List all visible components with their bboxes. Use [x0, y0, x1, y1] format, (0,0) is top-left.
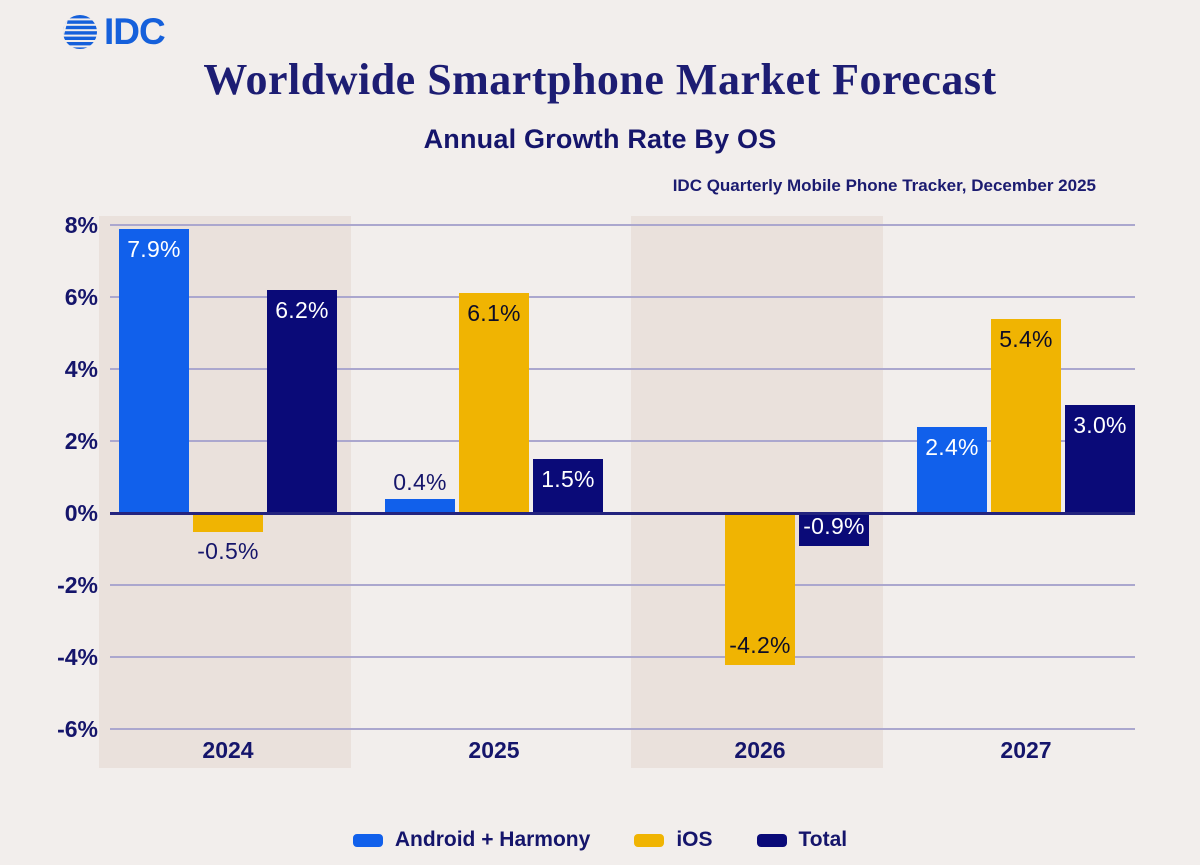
bar-ios-2024: [193, 514, 263, 532]
x-axis-label-2024: 2024: [202, 737, 254, 763]
bar-value-label: -4.2%: [729, 632, 791, 659]
bar-value-label: -0.5%: [197, 538, 259, 564]
bar-value-label: 6.2%: [275, 296, 329, 323]
bar-total-2024: [267, 289, 337, 513]
bar-value-label: 7.9%: [127, 235, 181, 262]
zero-line: [110, 512, 1135, 515]
bar-value-label: 2.4%: [925, 433, 979, 460]
bar-ios-2026: [725, 514, 795, 666]
legend: Android + Harmony iOS Total: [0, 828, 1200, 852]
bar-value-label: 3.0%: [1073, 412, 1127, 438]
legend-swatch: [756, 833, 787, 847]
logo-text: IDC: [104, 11, 166, 52]
bar-total-2027: [1065, 405, 1135, 513]
category-band: [631, 216, 883, 768]
bar-chart: 7.9% 0.4% 2.4% -0.5% 6.1% -4.2% 5.4% 6.2% 1.5% -0…: [99, 215, 1135, 768]
bar-value-label: 6.1%: [467, 300, 521, 327]
page-title: Worldwide Smartphone Market Forecast: [203, 55, 997, 104]
y-axis-tick-label: 6%: [64, 284, 98, 310]
x-axis-label-2026: 2026: [734, 737, 786, 763]
legend-item: Android + Harmony: [352, 828, 591, 852]
y-axis-tick-label: 0%: [64, 500, 98, 526]
legend-label: Total: [798, 828, 848, 851]
gridline: [110, 728, 1135, 730]
legend-item: iOS: [634, 828, 713, 852]
bar-android-harmony-2027: [917, 426, 987, 513]
globe-icon: [63, 15, 97, 49]
y-axis-tick-label: -6%: [57, 716, 98, 742]
idc-logo: IDC: [60, 11, 166, 52]
bar-android-harmony-2025: [385, 498, 455, 513]
legend-label: iOS: [676, 828, 713, 851]
legend-label: Android + Harmony: [394, 828, 591, 851]
bar-value-label: -0.9%: [803, 513, 865, 540]
y-axis-tick-label: 2%: [64, 428, 98, 454]
bar-total-2026: [799, 514, 869, 547]
bar-android-harmony-2024: [119, 228, 189, 513]
gridline: [110, 224, 1135, 226]
chart-subtitle: Annual Growth Rate By OS: [423, 124, 777, 154]
bar-value-label: 0.4%: [393, 468, 447, 495]
y-axis: 8% 6% 4% 2% 0% -2% -4% -6%: [0, 212, 98, 768]
gridline: [110, 440, 1135, 442]
gridline: [110, 656, 1135, 658]
legend-swatch: [352, 833, 383, 847]
y-axis-tick-label: -4%: [57, 644, 98, 670]
y-axis-tick-label: 8%: [64, 212, 98, 238]
gridline: [110, 368, 1135, 370]
gridline: [110, 584, 1135, 586]
legend-item: Total: [756, 828, 848, 852]
legend-swatch: [634, 833, 665, 847]
x-axis-label-2027: 2027: [1000, 737, 1052, 763]
source-note: IDC Quarterly Mobile Phone Tracker, Dece…: [672, 176, 1096, 195]
bar-ios-2027: [991, 318, 1061, 513]
bar-ios-2025: [459, 293, 529, 513]
y-axis-tick-label: -2%: [57, 572, 98, 598]
x-axis-label-2025: 2025: [468, 737, 520, 763]
bar-total-2025: [533, 459, 603, 513]
y-axis-tick-label: 4%: [64, 356, 98, 382]
bar-value-label: 1.5%: [541, 466, 595, 492]
bar-value-label: 5.4%: [999, 325, 1053, 352]
gridline: [110, 296, 1135, 298]
